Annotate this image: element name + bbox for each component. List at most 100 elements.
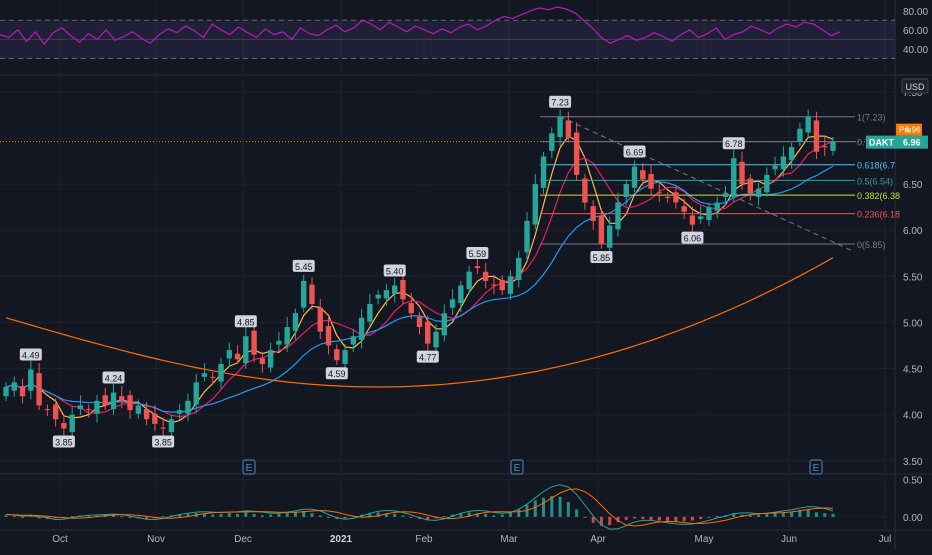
pre-market-value: 6.96 <box>905 126 921 135</box>
candle-body <box>631 166 638 188</box>
date-tick-label: Nov <box>147 534 165 545</box>
candle-body <box>400 279 406 300</box>
currency-button[interactable] <box>901 78 929 94</box>
candle-body <box>416 316 423 328</box>
price-annotation-box <box>52 435 75 448</box>
date-tick-label: Dec <box>234 534 252 545</box>
candle-body <box>755 188 762 197</box>
macd-histogram-bar <box>318 515 322 517</box>
fib-level-label: 1(7.23) <box>857 113 886 123</box>
macd-histogram-bar <box>682 516 686 522</box>
macd-tick-label: 0.50 <box>903 476 923 487</box>
candle-body <box>77 405 84 410</box>
candle-body <box>731 158 737 197</box>
candle-body <box>549 133 555 151</box>
macd-histogram-bar <box>633 516 637 519</box>
candle-body <box>317 307 323 332</box>
rsi-tick-label: 60.00 <box>903 26 928 37</box>
macd-histogram-bar <box>831 513 835 517</box>
macd-histogram-bar <box>178 514 182 517</box>
candle-body <box>805 116 811 133</box>
macd-line <box>5 484 834 530</box>
candle-body <box>689 215 696 225</box>
price-tick-label: 5.50 <box>903 272 923 283</box>
candle-body <box>342 350 348 364</box>
candle-body <box>425 321 431 344</box>
price-annotation-label: 4.77 <box>419 353 437 363</box>
price-annotation-box <box>722 137 745 150</box>
macd-histogram-bar <box>525 504 529 517</box>
ma-200-line <box>5 257 834 388</box>
rsi-band <box>0 20 895 59</box>
candle-body <box>243 336 249 364</box>
macd-histogram-bar <box>202 513 206 517</box>
candle-body <box>110 392 117 410</box>
fib-level-label: 0.236(6.18 <box>857 210 900 220</box>
macd-histogram-bar <box>277 513 281 517</box>
price-annotation-box <box>590 251 613 264</box>
candle-body <box>135 405 142 414</box>
date-tick-label: Jul <box>879 534 892 545</box>
fib-level-label: 0.618(6.7 <box>857 161 895 171</box>
candle-body <box>747 178 753 194</box>
candle-body <box>102 395 108 406</box>
date-tick-label: 2021 <box>330 534 353 545</box>
candle-body <box>441 313 447 336</box>
candle-body <box>301 280 307 308</box>
candle-body <box>61 422 67 429</box>
macd-histogram-bar <box>401 515 405 517</box>
candle-body <box>94 400 100 414</box>
macd-histogram-bar <box>814 512 818 517</box>
macd-histogram-bar <box>699 516 703 520</box>
candle-body <box>276 340 282 345</box>
candle-body <box>259 358 266 364</box>
candle-body <box>143 409 150 420</box>
price-tick-label: 5.00 <box>903 318 923 329</box>
candle-body <box>764 174 770 193</box>
macd-histogram-bar <box>599 516 603 526</box>
candle-body <box>640 170 646 180</box>
candle-body <box>367 303 373 322</box>
candle-body <box>573 132 580 175</box>
candle-body <box>532 184 538 225</box>
candle-body <box>185 400 191 414</box>
earnings-marker-label: E <box>514 463 521 474</box>
candle-body <box>615 202 621 230</box>
macd-histogram-bar <box>674 516 678 523</box>
macd-histogram-bar <box>649 516 653 520</box>
macd-histogram-bar <box>409 516 413 518</box>
macd-histogram-bar <box>550 496 554 517</box>
price-annotation-label: 5.85 <box>593 253 611 263</box>
macd-histogram-bar <box>616 516 620 523</box>
ma-short-line <box>5 135 834 424</box>
macd-histogram-bar <box>806 509 810 517</box>
candle-body <box>392 285 398 294</box>
macd-histogram-bar <box>475 513 479 517</box>
macd-histogram-bar <box>161 516 165 518</box>
macd-histogram-bar <box>781 512 785 517</box>
macd-histogram-bar <box>236 513 240 517</box>
fib-trendline <box>559 116 856 253</box>
price-annotation-box <box>383 264 406 277</box>
candle-body <box>28 369 34 391</box>
candle-body <box>358 317 365 340</box>
candle-body <box>524 220 530 253</box>
candle-body <box>499 279 505 291</box>
price-annotation-label: 5.40 <box>386 267 404 277</box>
macd-histogram-bar <box>757 514 761 517</box>
price-annotation-label: 4.85 <box>237 317 255 327</box>
candle-body <box>350 336 357 345</box>
ma-mid-line <box>5 140 834 418</box>
candle-body <box>582 178 588 203</box>
macd-histogram-bar <box>492 515 496 517</box>
macd-histogram-bar <box>666 516 670 522</box>
candle-body <box>267 350 274 368</box>
earnings-marker-box <box>510 459 524 475</box>
fibonacci-retracement: 1(7.23)0.786(6.90.618(6.70.5(6.54)0.382(… <box>540 113 900 253</box>
candle-body <box>739 161 745 185</box>
candle-body <box>673 192 679 203</box>
candle-body <box>127 395 133 411</box>
date-tick-label: Mar <box>500 534 518 545</box>
